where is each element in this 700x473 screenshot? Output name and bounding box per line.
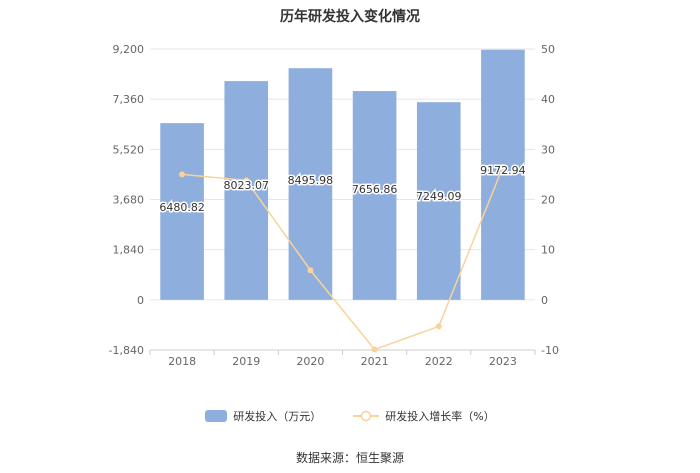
growth-point (371, 346, 378, 353)
y-left-tick-label: 0 (137, 294, 144, 307)
growth-point (499, 163, 506, 170)
y-left-tick-label: 9,200 (113, 43, 145, 56)
data-source: 数据来源：恒生聚源 (295, 451, 404, 465)
y-right-tick-label: 20 (541, 194, 555, 207)
y-right-tick-label: 50 (541, 43, 555, 56)
y-left-tick-label: 7,360 (113, 93, 145, 106)
chart-legend: 研发投入（万元） 研发投入增长率（%） (0, 408, 700, 424)
legend-line-swatch (353, 410, 380, 422)
bar-value-label: 7656.86 (352, 183, 398, 196)
y-left-tick-label: 1,840 (113, 244, 145, 257)
bar (481, 49, 525, 300)
bar-value-label: 8495.98 (288, 174, 334, 187)
y-right-tick-label: 40 (541, 93, 555, 106)
bar (160, 123, 204, 300)
x-tick-label: 2021 (361, 355, 389, 368)
bar (352, 91, 397, 300)
legend-item-bar[interactable]: 研发投入（万元） (205, 408, 321, 424)
growth-point (179, 171, 186, 178)
bar (288, 68, 333, 300)
legend-line-label: 研发投入增长率（%） (385, 410, 495, 423)
y-right-tick-label: 10 (541, 244, 555, 257)
bar (416, 102, 461, 300)
legend-bar-swatch (205, 410, 228, 422)
growth-point (307, 267, 314, 274)
x-tick-label: 2020 (296, 355, 324, 368)
x-tick-label: 2018 (168, 355, 196, 368)
bar (224, 81, 269, 300)
chart-title: 历年研发投入变化情况 (280, 9, 420, 25)
growth-point (243, 177, 250, 184)
x-tick-label: 2019 (232, 355, 260, 368)
legend-bar-label: 研发投入（万元） (233, 410, 322, 423)
y-left-tick-label: 3,680 (113, 194, 145, 207)
y-left-tick-label: 5,520 (113, 143, 145, 156)
y-right-tick-label: 0 (541, 294, 548, 307)
bar-value-label: 6480.82 (159, 201, 205, 214)
x-tick-label: 2022 (425, 355, 453, 368)
bar-value-label: 7249.09 (416, 190, 462, 203)
y-left-tick-label: -1,840 (109, 344, 144, 357)
legend-item-line[interactable]: 研发投入增长率（%） (353, 408, 495, 424)
y-right-tick-label: 30 (541, 143, 555, 156)
y-right-tick-label: -10 (541, 344, 559, 357)
bar-value-label: 8023.07 (224, 179, 270, 192)
bar-value-label: 9172.94 (480, 164, 526, 177)
x-tick-label: 2023 (489, 355, 517, 368)
growth-line (182, 166, 504, 351)
growth-point (435, 323, 442, 330)
